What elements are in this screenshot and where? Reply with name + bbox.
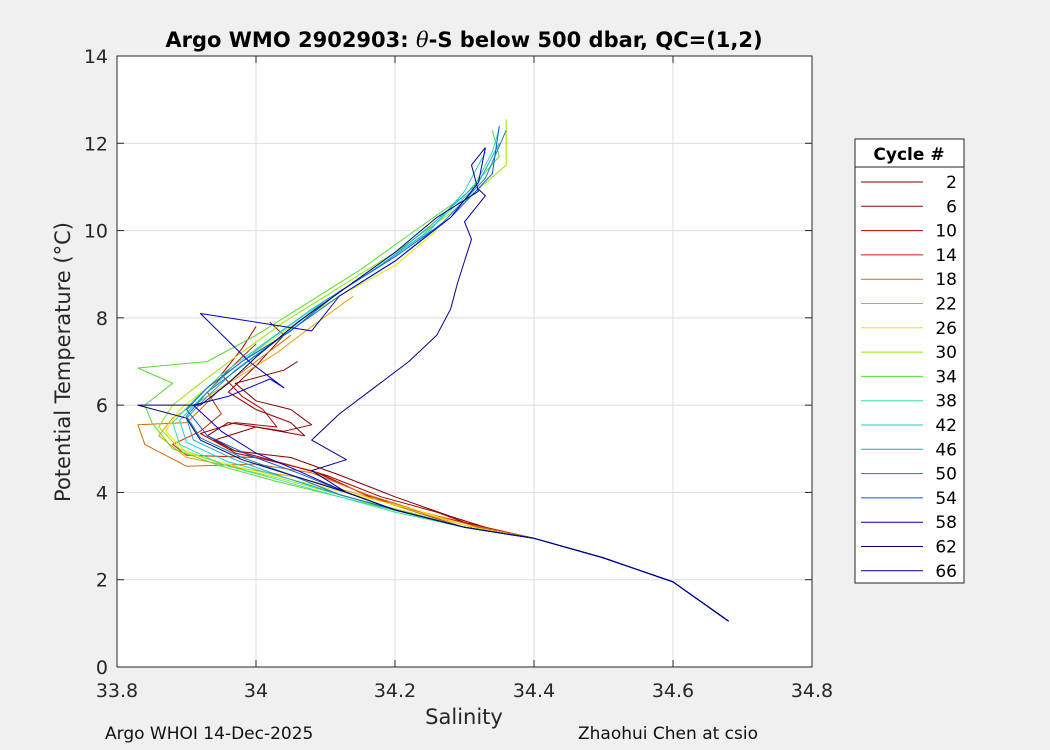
legend-label: 18 — [935, 270, 957, 290]
legend-label: 14 — [935, 246, 957, 266]
legend-label: 62 — [935, 538, 957, 558]
y-tick-label: 2 — [96, 570, 108, 592]
x-axis-label: Salinity — [425, 705, 503, 729]
legend-label: 54 — [935, 489, 957, 509]
x-tick-label: 34.2 — [374, 680, 416, 702]
legend-label: 22 — [935, 295, 957, 315]
legend-label: 34 — [935, 367, 957, 387]
legend-label: 26 — [935, 319, 957, 339]
legend-title: Cycle # — [873, 145, 944, 165]
legend-label: 46 — [935, 440, 957, 460]
y-tick-label: 6 — [96, 395, 108, 417]
title-suffix: -S below 500 dbar, QC=(1,2) — [429, 28, 763, 52]
legend-label: 30 — [935, 343, 957, 363]
plot-frame — [116, 55, 813, 668]
legend-label: 2 — [946, 173, 957, 193]
y-tick-label: 14 — [84, 46, 108, 68]
footer-left: Argo WHOI 14-Dec-2025 — [105, 724, 314, 744]
legend-label: 10 — [935, 222, 957, 242]
series-layer — [137, 119, 729, 622]
y-tick-label: 4 — [96, 482, 108, 504]
legend-label: 38 — [935, 392, 957, 412]
plot-area — [117, 56, 812, 667]
y-tick-label: 0 — [96, 657, 108, 679]
series-line-cycle-66 — [311, 188, 729, 622]
x-tick-label: 34.6 — [652, 680, 694, 702]
legend-label: 6 — [946, 197, 957, 217]
x-tick-label: 34.8 — [791, 680, 833, 702]
y-axis-label: Potential Temperature (°C) — [51, 222, 75, 502]
y-tick-label: 8 — [96, 308, 108, 330]
ticks: 33.8 34 34.2 34.4 34.6 34.8 0 2 4 6 8 10 12 14 — [84, 46, 833, 702]
legend-label: 66 — [935, 562, 957, 582]
title-theta: θ — [416, 28, 429, 52]
legend-label: 42 — [935, 416, 957, 436]
x-tick-label: 34 — [244, 680, 268, 702]
legend-label: 50 — [935, 465, 957, 485]
legend-label: 58 — [935, 513, 957, 533]
title-prefix: Argo WMO 2902903: — [165, 28, 416, 52]
y-axis-label-unit: °C) — [51, 222, 75, 255]
footer-right: Zhaohui Chen at csio — [578, 724, 759, 744]
legend-box — [854, 138, 965, 584]
x-tick-label: 33.8 — [96, 680, 138, 702]
y-tick-label: 12 — [84, 133, 108, 155]
y-tick-label: 10 — [84, 221, 108, 243]
y-axis-label-text: Potential Temperature ( — [51, 255, 75, 502]
chart-title: Argo WMO 2902903: θ-S below 500 dbar, QC… — [165, 28, 762, 52]
x-tick-label: 34.4 — [513, 680, 555, 702]
